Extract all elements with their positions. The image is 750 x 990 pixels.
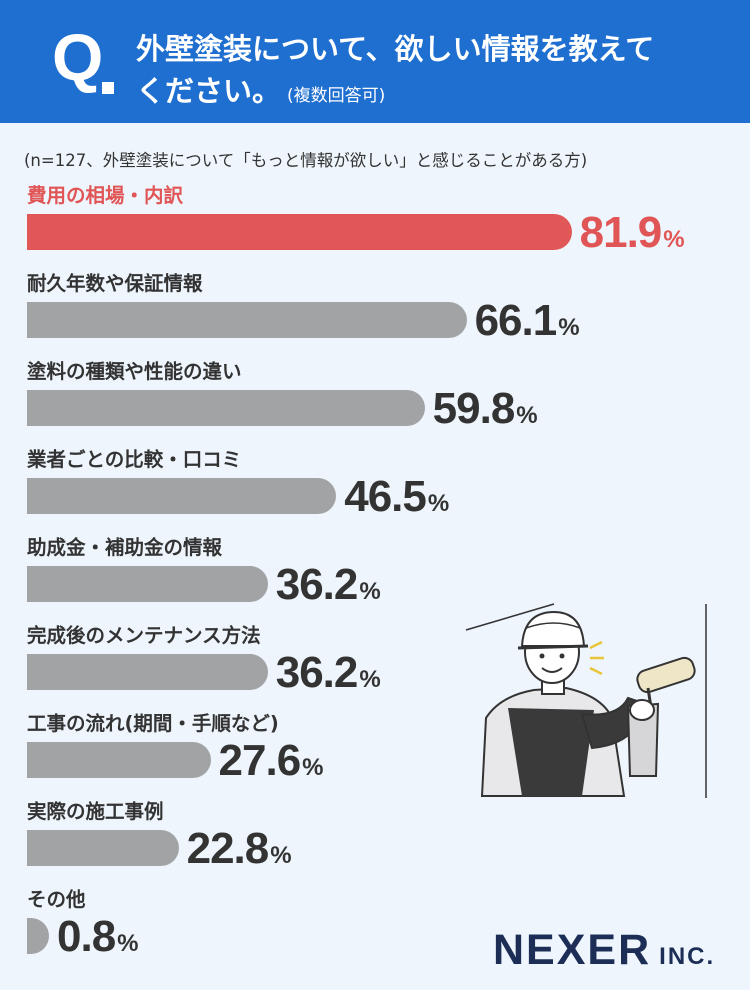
category-label: 助成金・補助金の情報 — [27, 536, 223, 559]
value-label: 36.2% — [276, 651, 381, 695]
value-number: 36.2 — [275, 648, 359, 697]
percent-unit: % — [270, 842, 292, 869]
category-label: 塗料の種類や性能の違い — [27, 360, 242, 383]
question-text-line1: 外壁塗装について、欲しい情報を教えて — [136, 32, 655, 66]
percent-unit: % — [359, 666, 381, 693]
bar — [27, 214, 572, 250]
brand-logo: NEXER INC. — [493, 926, 715, 975]
category-label: 費用の相場・内訳 — [27, 184, 184, 207]
percent-unit: % — [302, 754, 324, 781]
question-header: Q 外壁塗装について、欲しい情報を教えて ください。 (複数回答可) — [0, 0, 750, 123]
value-label: 46.5% — [344, 475, 449, 519]
value-label: 0.8% — [57, 915, 139, 959]
value-number: 36.2 — [275, 560, 359, 609]
value-label: 36.2% — [276, 563, 381, 607]
category-label: 業者ごとの比較・口コミ — [27, 448, 242, 471]
painter-illustration — [465, 603, 707, 798]
value-number: 22.8 — [186, 824, 270, 873]
question-mark: Q — [52, 20, 104, 94]
category-label: その他 — [27, 888, 86, 911]
bar — [27, 654, 268, 690]
question-note: (複数回答可) — [287, 86, 386, 106]
brand-suffix: INC. — [659, 943, 716, 970]
brand-name: NEXER — [493, 926, 652, 974]
bar — [27, 918, 49, 954]
value-label: 59.8% — [433, 387, 538, 431]
bar — [27, 742, 211, 778]
bar — [27, 302, 467, 338]
value-number: 27.6 — [218, 736, 302, 785]
value-number: 66.1 — [474, 296, 558, 345]
bar — [27, 566, 268, 602]
percent-unit: % — [427, 490, 450, 517]
value-label: 81.9% — [580, 211, 685, 255]
value-label: 22.8% — [187, 827, 292, 871]
category-label: 耐久年数や保証情報 — [27, 272, 203, 295]
percent-unit: % — [359, 578, 381, 605]
bar — [27, 830, 179, 866]
value-number: 81.9 — [579, 208, 663, 257]
category-label: 実際の施工事例 — [27, 800, 164, 823]
percent-unit: % — [516, 402, 538, 429]
percent-unit: % — [117, 930, 139, 957]
value-number: 0.8 — [57, 912, 116, 961]
value-label: 66.1% — [475, 299, 580, 343]
value-label: 27.6% — [219, 739, 324, 783]
question-text-line2-main: ください。 — [136, 74, 282, 108]
question-mark-dot — [102, 82, 114, 94]
category-label: 完成後のメンテナンス方法 — [27, 624, 261, 647]
sample-note: (n=127、外壁塗装について「もっと情報が欲しい」と感じることがある方) — [24, 151, 588, 170]
value-number: 46.5 — [344, 472, 427, 521]
percent-unit: % — [663, 226, 685, 253]
bar — [27, 478, 337, 514]
category-label: 工事の流れ(期間・手順など) — [27, 712, 279, 735]
percent-unit: % — [558, 314, 580, 341]
bar — [27, 390, 425, 426]
value-number: 59.8 — [432, 384, 516, 433]
question-text-line2: ください。 (複数回答可) — [136, 68, 385, 110]
